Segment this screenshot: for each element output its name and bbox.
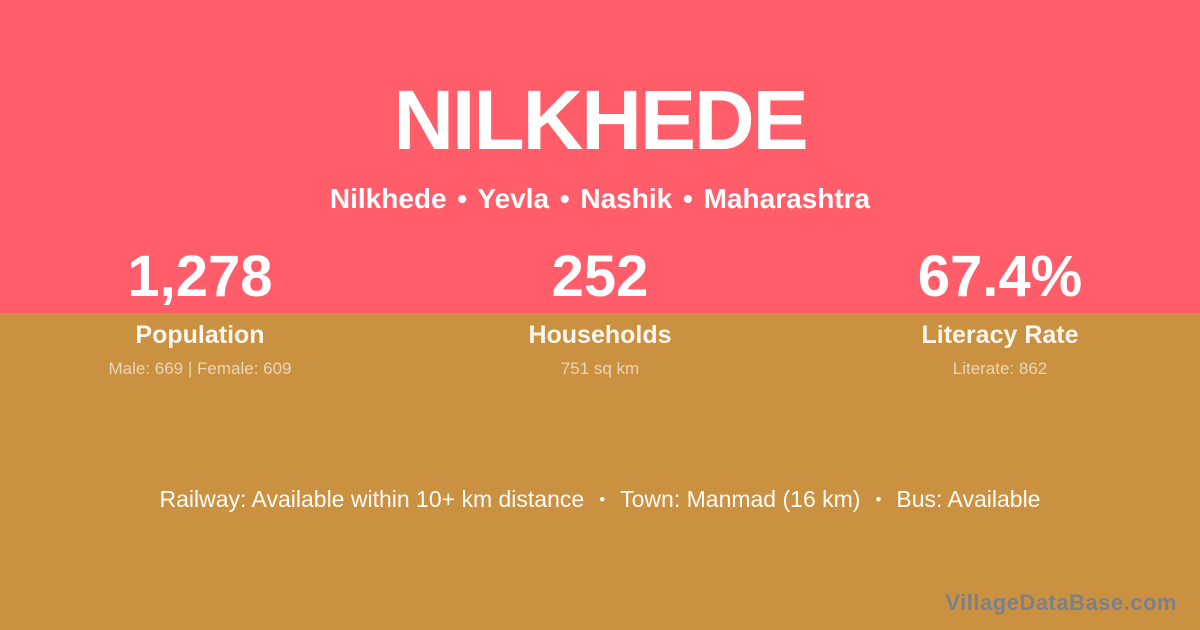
stat-population: 1,278 Population Male: 669 | Female: 609 — [0, 248, 400, 378]
households-label: Households — [528, 321, 672, 349]
nearest-town-info: Town: Manmad (16 km) — [620, 486, 861, 512]
breadcrumb: Nilkhede • Yevla • Nashik • Maharashtra — [329, 183, 871, 214]
literacy-value: 67.4% — [917, 244, 1083, 309]
bus-info: Bus: Available — [896, 486, 1041, 512]
site-watermark: VillageDataBase.com — [945, 590, 1177, 615]
literacy-detail: Literate: 862 — [952, 358, 1048, 378]
population-label: Population — [135, 321, 265, 349]
village-title: NILKHEDE — [393, 73, 808, 167]
amenities-info-line: Railway: Available within 10+ km distanc… — [0, 486, 1200, 514]
bullet-separator-icon: • — [599, 490, 606, 509]
population-detail: Male: 669 | Female: 609 — [108, 358, 292, 378]
stats-row: 1,278 Population Male: 669 | Female: 609… — [0, 248, 1200, 378]
literacy-label: Literacy Rate — [921, 321, 1079, 349]
railway-info: Railway: Available within 10+ km distanc… — [159, 486, 585, 512]
households-value: 252 — [551, 244, 649, 309]
stat-households: 252 Households 751 sq km — [400, 248, 800, 378]
top-band — [0, 0, 1200, 313]
households-detail: 751 sq km — [560, 358, 640, 378]
bullet-separator-icon: • — [875, 490, 882, 509]
stat-literacy-rate: 67.4% Literacy Rate Literate: 862 — [800, 248, 1200, 378]
population-value: 1,278 — [127, 244, 273, 309]
